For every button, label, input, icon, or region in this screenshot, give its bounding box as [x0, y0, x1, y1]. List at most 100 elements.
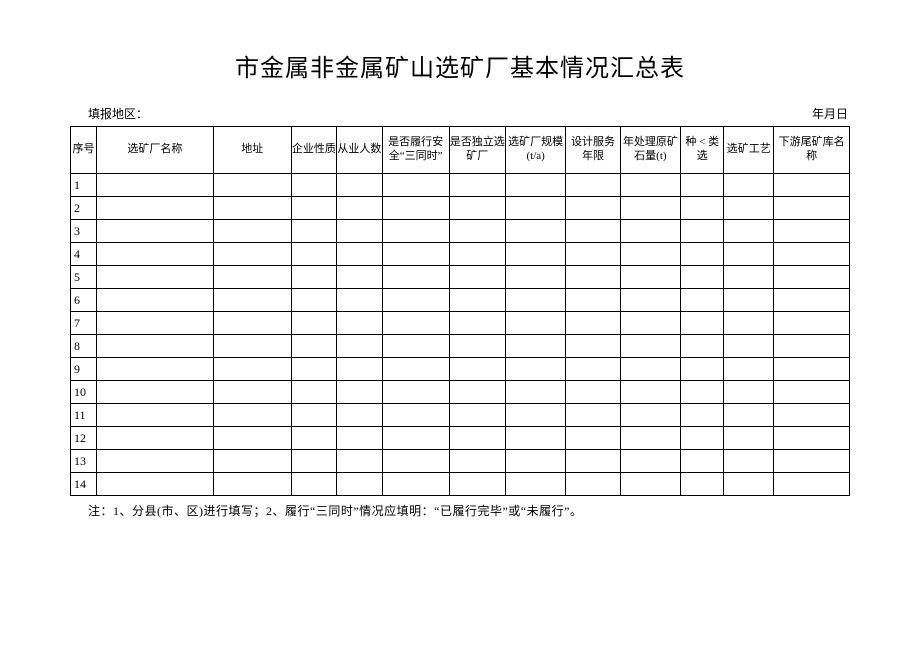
cell: [724, 174, 774, 197]
cell: [620, 358, 681, 381]
cell: [291, 381, 336, 404]
cell: [213, 381, 291, 404]
cell: [681, 174, 724, 197]
table-row: 9: [71, 358, 850, 381]
cell: [505, 289, 566, 312]
table-row: 11: [71, 404, 850, 427]
table-row: 13: [71, 450, 850, 473]
cell: [620, 450, 681, 473]
cell: [774, 450, 850, 473]
cell: [96, 404, 213, 427]
cell: [620, 381, 681, 404]
cell: [382, 358, 449, 381]
cell: [382, 243, 449, 266]
cell: [505, 335, 566, 358]
cell: [291, 197, 336, 220]
cell: [449, 335, 505, 358]
cell: [449, 427, 505, 450]
cell: [620, 197, 681, 220]
cell: [774, 473, 850, 496]
cell: [724, 473, 774, 496]
row-index: 4: [71, 243, 97, 266]
cell: [566, 335, 620, 358]
cell: [449, 450, 505, 473]
table-row: 12: [71, 427, 850, 450]
cell: [449, 174, 505, 197]
table-header-row: 序号 选矿厂名称 地址 企业性质 从业人数 是否履行安全“三同时” 是否独立选矿…: [71, 127, 850, 174]
cell: [724, 381, 774, 404]
cell: [382, 473, 449, 496]
cell: [337, 174, 382, 197]
cell: [382, 312, 449, 335]
col-header: 选矿工艺: [724, 127, 774, 174]
cell: [96, 174, 213, 197]
cell: [620, 404, 681, 427]
table-row: 1: [71, 174, 850, 197]
cell: [774, 335, 850, 358]
cell: [505, 473, 566, 496]
cell: [681, 312, 724, 335]
cell: [337, 266, 382, 289]
cell: [681, 473, 724, 496]
cell: [681, 266, 724, 289]
cell: [774, 381, 850, 404]
cell: [505, 404, 566, 427]
cell: [96, 312, 213, 335]
table-row: 2: [71, 197, 850, 220]
cell: [566, 358, 620, 381]
cell: [337, 404, 382, 427]
cell: [213, 312, 291, 335]
cell: [505, 312, 566, 335]
cell: [566, 266, 620, 289]
cell: [566, 197, 620, 220]
table-row: 3: [71, 220, 850, 243]
col-header: 企业性质: [291, 127, 336, 174]
cell: [213, 450, 291, 473]
cell: [291, 266, 336, 289]
row-index: 5: [71, 266, 97, 289]
cell: [724, 427, 774, 450]
cell: [96, 427, 213, 450]
cell: [337, 450, 382, 473]
row-index: 10: [71, 381, 97, 404]
col-header: 序号: [71, 127, 97, 174]
cell: [566, 450, 620, 473]
cell: [505, 220, 566, 243]
cell: [96, 289, 213, 312]
cell: [774, 312, 850, 335]
cell: [337, 381, 382, 404]
cell: [291, 220, 336, 243]
cell: [96, 266, 213, 289]
cell: [337, 289, 382, 312]
cell: [505, 381, 566, 404]
cell: [774, 197, 850, 220]
cell: [681, 289, 724, 312]
col-header: 下游尾矿库名称: [774, 127, 850, 174]
cell: [774, 266, 850, 289]
cell: [96, 220, 213, 243]
cell: [291, 473, 336, 496]
cell: [774, 174, 850, 197]
col-header: 年处理原矿石量(t): [620, 127, 681, 174]
cell: [96, 381, 213, 404]
cell: [620, 220, 681, 243]
cell: [681, 450, 724, 473]
cell: [724, 243, 774, 266]
meta-row: 填报地区： 年月日: [70, 105, 850, 126]
cell: [566, 174, 620, 197]
cell: [213, 220, 291, 243]
cell: [724, 220, 774, 243]
cell: [337, 243, 382, 266]
cell: [382, 381, 449, 404]
cell: [291, 174, 336, 197]
cell: [96, 358, 213, 381]
cell: [505, 266, 566, 289]
cell: [382, 450, 449, 473]
cell: [449, 220, 505, 243]
meta-region-label: 填报地区：: [88, 105, 148, 122]
cell: [382, 404, 449, 427]
cell: [681, 220, 724, 243]
row-index: 8: [71, 335, 97, 358]
cell: [213, 174, 291, 197]
cell: [337, 473, 382, 496]
